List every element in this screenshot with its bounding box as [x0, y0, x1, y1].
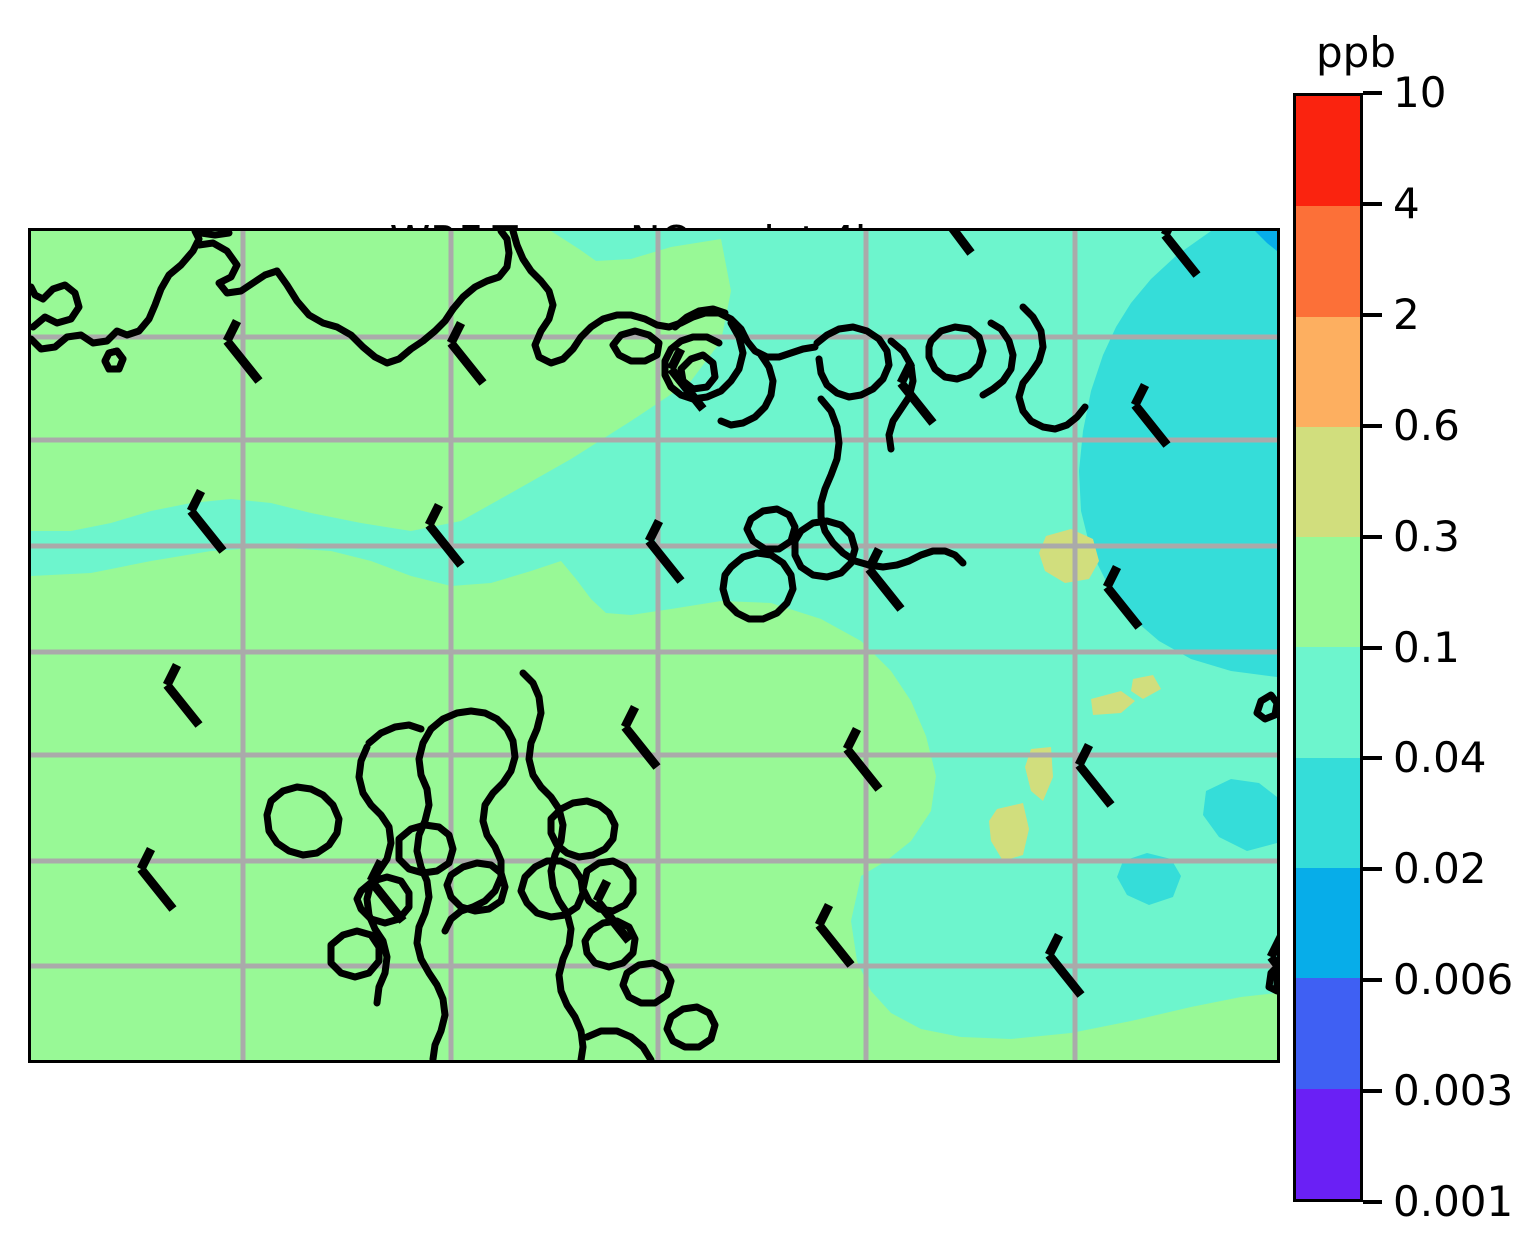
contour-patch-turquoise-a [1203, 779, 1277, 851]
colorbar-tick-label: 0.001 [1393, 1177, 1514, 1226]
wind-barbs [136, 231, 1277, 998]
colorbar-band [1296, 96, 1360, 207]
wind-barb [222, 318, 263, 384]
tick-mark-icon [1363, 91, 1382, 95]
contour-region-turquoise [1079, 231, 1277, 677]
colorbar-tick-list: 10 4 2 0.6 0.3 0.1 0.04 0.02 [1363, 72, 1523, 1223]
wind-barb [1266, 934, 1277, 972]
contour-patch-khaki-c [1131, 675, 1161, 699]
wind-barb [1074, 742, 1115, 808]
tick-mark-icon [1363, 867, 1382, 872]
wind-barb [842, 726, 883, 792]
wind-barb [644, 518, 685, 584]
contour-patch-khaki-e [989, 803, 1029, 861]
colorbar-tick-label: 0.003 [1393, 1066, 1514, 1116]
colorbar-band [1296, 426, 1360, 538]
contour-region-blue [1255, 231, 1277, 251]
tick-mark-icon [1363, 201, 1382, 206]
colorbar-tick-label: 0.3 [1393, 511, 1460, 561]
tick-mark-icon [1363, 978, 1382, 983]
contour-patch-khaki-a [1039, 529, 1099, 583]
wind-barb [948, 231, 975, 256]
wind-barb [424, 502, 465, 568]
colorbar-band [1296, 868, 1360, 979]
colorbar-band [1296, 1088, 1360, 1199]
colorbar-tick-label: 4 [1393, 178, 1420, 228]
contour-patch-khaki-b [1091, 691, 1135, 715]
colorbar-tick-label: 0.006 [1393, 955, 1514, 1005]
wind-barb [1160, 231, 1201, 278]
wind-barb [1044, 932, 1085, 998]
colorbar-tick-label: 0.6 [1393, 400, 1460, 450]
tick-mark-icon [1363, 423, 1382, 428]
tick-mark-icon [1363, 756, 1382, 761]
tick-mark-icon [1363, 645, 1382, 650]
wind-barb [666, 346, 707, 412]
wind-barb [162, 662, 203, 728]
map-plot-area[interactable] [28, 228, 1280, 1063]
tick-mark-icon [1363, 312, 1382, 317]
colorbar-band [1296, 978, 1360, 1089]
map-coastlines [31, 231, 1277, 1060]
wind-barb [814, 902, 855, 968]
colorbar-tick-label: 10 [1393, 68, 1447, 117]
colorbar-band [1296, 757, 1360, 869]
wind-barb [620, 704, 661, 770]
colorbar-tick-label: 0.02 [1393, 844, 1487, 894]
tick-mark-icon [1363, 1200, 1382, 1204]
colorbar[interactable] [1293, 93, 1363, 1202]
colorbar-band [1296, 206, 1360, 317]
tick-mark-icon [1363, 534, 1382, 539]
wind-barb [186, 488, 227, 554]
wind-barb [366, 858, 407, 924]
colorbar-unit-label: ppb [1316, 28, 1396, 77]
map-contour-canvas [31, 231, 1277, 1060]
colorbar-band [1296, 647, 1360, 758]
wind-barb [1130, 382, 1171, 448]
colorbar-tick-label: 0.1 [1393, 622, 1460, 672]
wind-barb [136, 846, 177, 912]
wind-barb [864, 546, 905, 612]
wind-barb [896, 360, 937, 426]
contour-patch-turquoise-b [1117, 853, 1181, 905]
colorbar-tick-label: 0.04 [1393, 733, 1487, 783]
contour-region-spring-green [31, 231, 1277, 1039]
contour-patch-khaki-d [1025, 747, 1053, 801]
wind-barb [446, 320, 487, 386]
colorbar-tick-label: 2 [1393, 289, 1420, 339]
map-gridlines [31, 231, 1277, 1060]
colorbar-band [1296, 316, 1360, 427]
colorbar-band [1296, 537, 1360, 648]
wind-barb [592, 878, 633, 944]
tick-mark-icon [1363, 1089, 1382, 1094]
wind-barb [1102, 564, 1143, 630]
